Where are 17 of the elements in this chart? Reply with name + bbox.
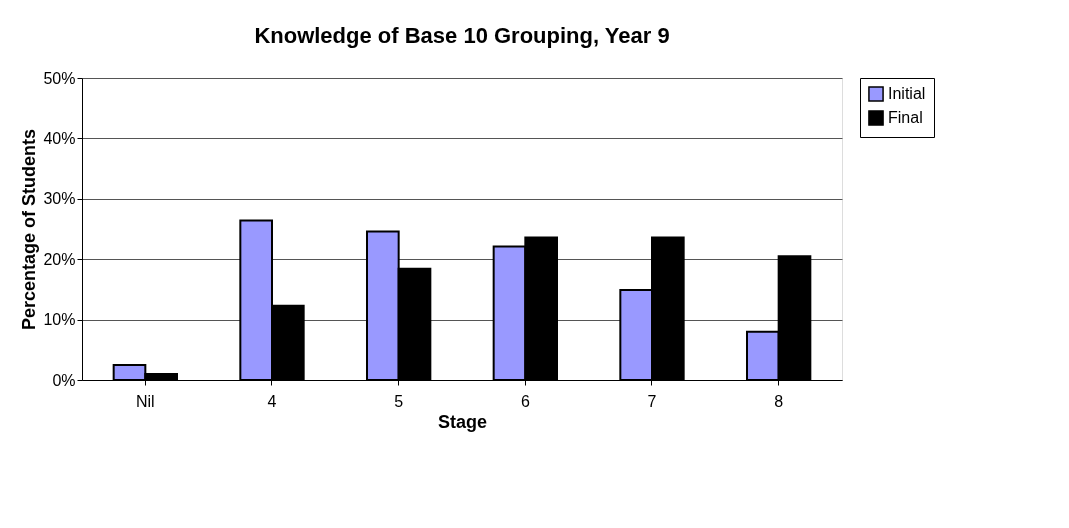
y-tick-label: 30% [43, 190, 76, 208]
y-tick-label: 0% [52, 371, 76, 389]
y-tick-label: 50% [43, 69, 76, 87]
x-axis-title: Stage [437, 411, 488, 432]
x-tick-label: Nil [136, 392, 155, 410]
legend-label: Final [888, 109, 923, 126]
x-tick-label: 8 [774, 392, 784, 410]
y-tick-label: 20% [43, 250, 76, 268]
y-axis-title: Percentage of Students [19, 128, 40, 331]
x-tick-label: 5 [394, 392, 404, 410]
y-tick-label: 10% [43, 311, 76, 329]
x-tick-label: 7 [647, 392, 657, 410]
x-tick-label: 4 [267, 392, 277, 410]
chart-title: Knowledge of Base 10 Grouping, Year 9 [254, 23, 670, 48]
legend-label: Initial [888, 85, 926, 102]
x-tick-label: 6 [520, 392, 530, 410]
y-tick-label: 40% [43, 129, 76, 147]
